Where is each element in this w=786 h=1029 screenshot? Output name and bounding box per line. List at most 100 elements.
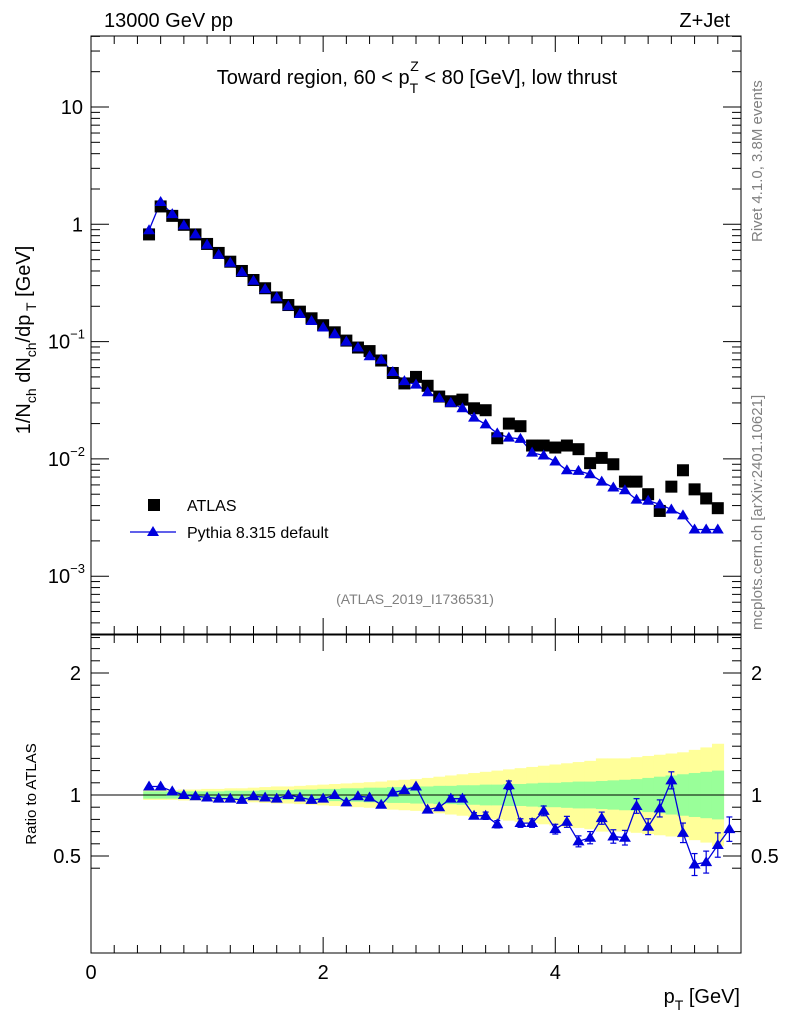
ratio-data-point xyxy=(189,790,202,801)
mc-data-point xyxy=(247,274,260,285)
ratio-data-point xyxy=(317,792,330,803)
ratio-data-point xyxy=(433,801,446,812)
ratio-data-point xyxy=(491,818,504,829)
mc-data-point xyxy=(235,266,248,277)
ratio-data-point xyxy=(537,804,550,815)
ratio-ytick-label-right: 0.5 xyxy=(751,846,779,868)
main-ytick-label: 1 xyxy=(72,214,83,236)
ratio-xtick-label: 2 xyxy=(318,962,329,984)
ratio-data-point xyxy=(340,796,353,807)
ratio-data-point xyxy=(305,793,318,804)
ratio-data-points xyxy=(143,771,736,877)
mc-data-point xyxy=(375,353,388,364)
mc-data-point xyxy=(166,208,179,219)
main-ytick-label: 10 xyxy=(61,97,83,119)
ratio-data-point xyxy=(723,823,736,834)
atlas-data-point xyxy=(688,483,701,496)
mc-data-point xyxy=(177,219,190,230)
main-ytick-label: 10−3 xyxy=(48,561,85,588)
mc-data-point xyxy=(572,464,585,475)
ratio-ytick-label: 0.5 xyxy=(53,846,81,868)
mc-data-point xyxy=(491,427,504,438)
ratio-data-point xyxy=(595,812,608,823)
mc-data-point xyxy=(560,464,573,475)
mc-data-point xyxy=(630,493,643,504)
legend: ATLAS Pythia 8.315 default xyxy=(130,498,329,542)
atlas-data-point xyxy=(618,475,631,488)
plot-title-part1: Toward region, 60 < p xyxy=(217,67,410,89)
mc-data-point xyxy=(537,449,550,460)
main-ylabel: 1/Nch dNch/dp T [GeV] xyxy=(13,246,39,435)
ratio-xlabel-rest: [GeV] xyxy=(683,986,740,1008)
ratio-xtick-label: 0 xyxy=(85,962,96,984)
ratio-data-point xyxy=(351,790,364,801)
mc-data-point xyxy=(421,386,434,397)
legend-pythia-label: Pythia 8.315 default xyxy=(187,525,329,542)
ratio-data-point xyxy=(398,784,411,795)
mc-data-point xyxy=(224,256,237,267)
atlas-data-point xyxy=(526,439,539,452)
mc-data-point xyxy=(584,468,597,479)
ratio-ytick-label-right: 2 xyxy=(751,663,762,685)
ratio-ytick-label: 1 xyxy=(70,785,81,807)
ratio-data-point xyxy=(224,792,237,803)
plot-title-sup: Z xyxy=(410,58,419,74)
main-ylabel-c: dN xyxy=(13,357,35,388)
ratio-data-point xyxy=(572,835,585,846)
ratio-xlabel: pT [GeV] xyxy=(664,986,740,1013)
main-ylabel-e: /dp xyxy=(13,315,35,343)
ratio-data-point xyxy=(514,817,527,828)
mc-data-point xyxy=(526,446,539,457)
atlas-data-point xyxy=(468,402,481,415)
ratio-xlabel-main: p xyxy=(664,986,675,1008)
atlas-data-point xyxy=(700,492,713,505)
ratio-data-point xyxy=(700,856,713,867)
ratio-data-point xyxy=(154,780,167,791)
ratio-data-point xyxy=(421,803,434,814)
ratio-frame xyxy=(90,634,742,954)
main-ytick-exp: −2 xyxy=(70,444,85,459)
ratio-ytick-label-right: 1 xyxy=(751,785,762,807)
mc-data-point xyxy=(642,494,655,505)
ratio-data-point xyxy=(444,792,457,803)
ratio-data-point xyxy=(502,779,515,790)
main-ytick-base: 10 xyxy=(48,449,70,471)
ratio-axis-ticks: 2 2 1 1 0.5 0.5 0 2 4 xyxy=(53,635,779,984)
atlas-data-point xyxy=(572,443,585,456)
main-ylabel-b: ch xyxy=(23,388,39,403)
ratio-xtick-label: 4 xyxy=(550,962,561,984)
main-frame xyxy=(90,35,742,635)
ratio-data-point xyxy=(235,793,248,804)
mc-data-point xyxy=(433,392,446,403)
ratio-data-point xyxy=(676,826,689,837)
mc-data-point xyxy=(479,418,492,429)
atlas-data-point xyxy=(711,502,724,515)
atlas-data-point xyxy=(560,439,573,452)
legend-pythia-marker xyxy=(147,526,159,536)
ratio-data-point xyxy=(479,809,492,820)
main-ytick-label: 10−1 xyxy=(48,327,85,354)
mc-data-point xyxy=(653,498,666,509)
mc-data-point xyxy=(676,509,689,520)
header-collision: 13000 GeV pp xyxy=(104,10,233,32)
mc-data-point xyxy=(398,375,411,386)
mc-data-point xyxy=(351,341,364,352)
mcplots-label: mcplots.cern.ch [arXiv:2401.10621] xyxy=(749,395,766,630)
ratio-data-point xyxy=(212,792,225,803)
ratio-data-point xyxy=(282,789,295,799)
plot-title-sub: T xyxy=(410,80,419,96)
ratio-data-point xyxy=(549,823,562,834)
atlas-data-point xyxy=(607,458,620,471)
header-process: Z+Jet xyxy=(679,10,730,32)
mc-data-point xyxy=(143,224,156,235)
mc-data-point xyxy=(549,455,562,466)
ratio-data-point xyxy=(166,785,179,796)
ratio-ytick-label: 2 xyxy=(70,663,81,685)
analysis-id: (ATLAS_2019_I1736531) xyxy=(336,591,494,607)
ratio-data-point xyxy=(653,802,666,813)
atlas-data-point xyxy=(479,404,492,417)
mc-data-point xyxy=(363,350,376,361)
ratio-data-point xyxy=(456,792,469,803)
mc-data-point xyxy=(317,321,330,332)
